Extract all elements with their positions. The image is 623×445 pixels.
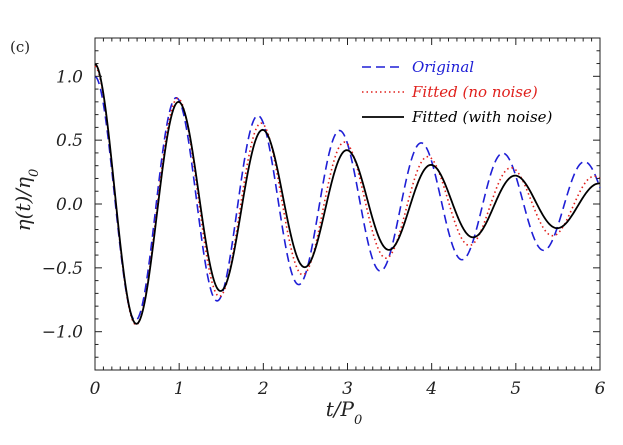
series-line-2 [94, 65, 601, 326]
y-tick-label: −0.5 [42, 259, 83, 279]
series-line-3 [94, 62, 601, 325]
legend-label-2: Fitted (no noise) [411, 83, 538, 101]
x-tick-label: 2 [257, 379, 269, 399]
legend: Original Fitted (no noise) Fitted (with no… [362, 58, 553, 126]
series-line-1 [94, 75, 601, 322]
y-axis-title-sub: 0 [27, 169, 42, 177]
y-tick-label: 0.5 [56, 131, 83, 151]
y-tick-label: 1.0 [56, 67, 83, 87]
y-tick-label: 0.0 [56, 195, 83, 215]
x-tick-label: 4 [425, 379, 437, 399]
x-tick-label: 6 [595, 379, 606, 399]
x-tick-label: 0 [90, 379, 101, 399]
legend-label-1: Original [412, 58, 474, 76]
y-axis-title: η(t)/η0 [11, 169, 42, 232]
x-tick-label: 5 [510, 379, 521, 399]
x-axis-title-main: t/P [326, 397, 355, 421]
y-tick-label: −1.0 [42, 323, 83, 343]
x-axis-title-sub: 0 [354, 413, 362, 428]
axis-ticks: 0 1 2 3 4 5 6 −1.0 −0.5 0.0 0.5 1.0 [42, 38, 606, 399]
x-axis-title: t/P0 [326, 397, 363, 428]
x-tick-label: 1 [174, 379, 185, 399]
y-axis-title-main: η(t)/η [11, 177, 35, 231]
legend-label-3: Fitted (with noise) [411, 108, 553, 126]
series-group [94, 62, 601, 326]
x-tick-label: 3 [342, 379, 353, 399]
panel-label: (c) [10, 38, 30, 56]
